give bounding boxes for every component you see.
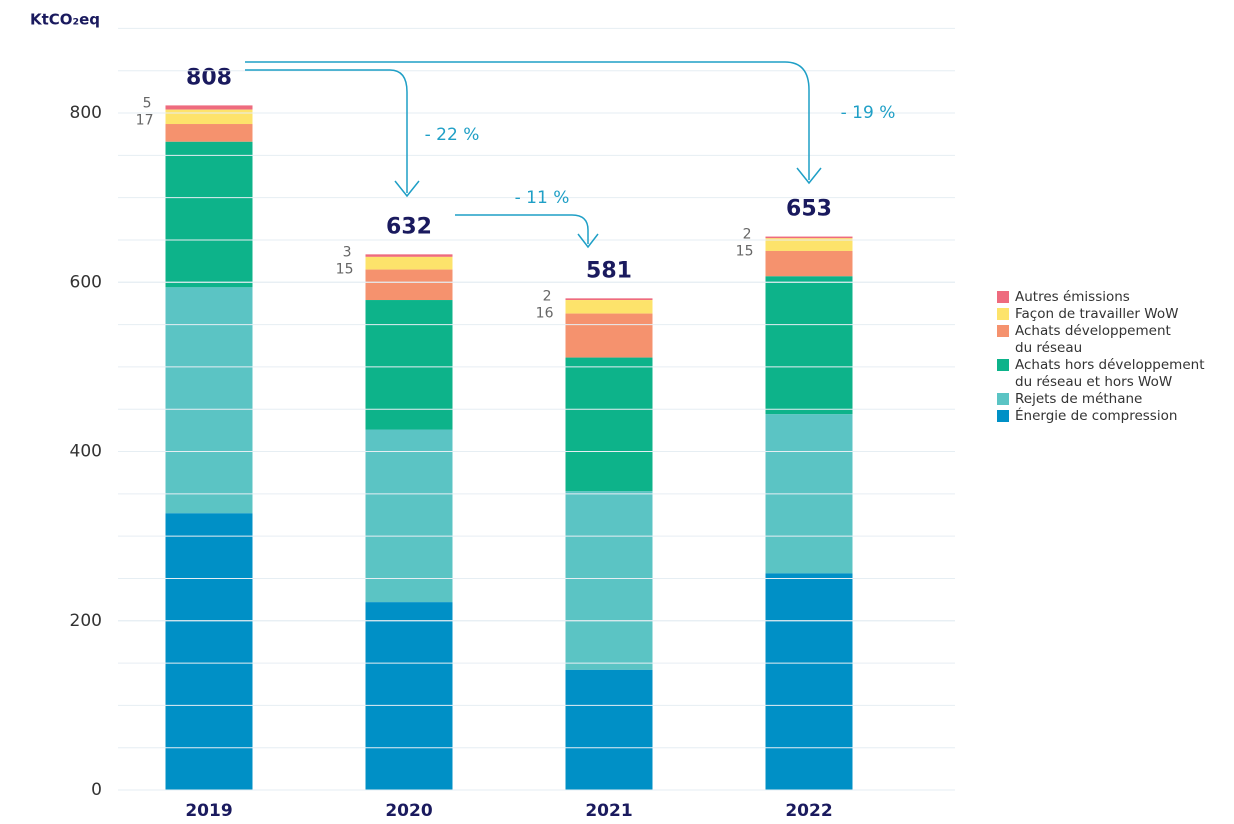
bar-segment — [165, 141, 253, 288]
annotation: - 11 % — [515, 188, 570, 208]
bar-segment — [365, 602, 453, 790]
legend-swatch — [997, 308, 1009, 320]
value-label: 2 — [743, 227, 752, 243]
value-label: 5 — [143, 95, 152, 111]
bar-segment — [765, 250, 853, 277]
annotation: - 19 % — [841, 103, 896, 123]
bar-segment — [565, 669, 653, 790]
bar-segment — [765, 236, 853, 239]
bar-segment — [365, 429, 453, 603]
legend-label: Façon de travailler WoW — [1015, 306, 1179, 322]
bar-segment — [165, 513, 253, 790]
bar-segment — [365, 300, 453, 430]
legend-swatch — [997, 393, 1009, 405]
x-tick-label: 2021 — [585, 801, 632, 821]
legend: Autres émissions Façon de travailler WoW A… — [997, 289, 1205, 425]
value-label: 2 — [543, 288, 552, 304]
legend-item: Énergie de compression — [997, 408, 1205, 425]
arrows — [245, 61, 822, 249]
total-label: 653 — [786, 197, 832, 222]
x-tick-label: 2019 — [185, 801, 232, 821]
legend-swatch — [997, 325, 1009, 337]
bar-segment — [365, 254, 453, 257]
total-label: 632 — [386, 214, 432, 239]
legend-item: Rejets de méthane — [997, 391, 1205, 408]
arrow — [455, 214, 599, 249]
legend-label: Autres émissions — [1015, 289, 1130, 305]
bar-segment — [565, 298, 653, 301]
bar-segment — [165, 105, 253, 110]
bar-segment — [165, 109, 253, 125]
legend-label: Achats développement du réseau — [1015, 323, 1171, 356]
arrow — [245, 61, 822, 185]
bar-segment — [565, 300, 653, 314]
value-label: 15 — [736, 244, 754, 260]
legend-item: Autres émissions — [997, 289, 1205, 306]
y-tick-label: 400 — [70, 442, 102, 462]
annotation: - 22 % — [425, 125, 480, 145]
bar-segment — [365, 269, 453, 301]
total-label: 581 — [586, 258, 632, 283]
bar-segment — [765, 238, 853, 251]
legend-item: Achats hors développement du réseau et h… — [997, 357, 1205, 391]
value-label: 17 — [136, 112, 154, 128]
y-tick-label: 800 — [70, 103, 102, 123]
y-tick-label: 0 — [91, 780, 102, 800]
value-label: 3 — [343, 244, 352, 260]
value-label: 16 — [536, 305, 554, 321]
bar-segment — [165, 287, 253, 514]
y-tick-label: 600 — [70, 272, 102, 292]
legend-label: Énergie de compression — [1015, 408, 1178, 424]
legend-swatch — [997, 410, 1009, 422]
y-tick-label: 200 — [70, 611, 102, 631]
legend-item: Achats développement du réseau — [997, 323, 1205, 357]
legend-swatch — [997, 291, 1009, 303]
bar-segment — [365, 256, 453, 270]
bar-segment — [565, 313, 653, 358]
legend-label: Achats hors développement du réseau et h… — [1015, 357, 1205, 390]
bar-segment — [765, 276, 853, 415]
legend-label: Rejets de méthane — [1015, 391, 1143, 407]
y-axis-label: KtCO₂eq — [30, 11, 100, 29]
arrow — [245, 69, 420, 198]
legend-item: Façon de travailler WoW — [997, 306, 1205, 323]
value-label: 15 — [336, 261, 354, 277]
legend-swatch — [997, 359, 1009, 371]
bar-segment — [165, 124, 253, 142]
x-tick-label: 2022 — [785, 801, 832, 821]
bar-segment — [565, 491, 653, 670]
bar-segment — [565, 357, 653, 492]
total-label: 808 — [186, 65, 232, 90]
x-tick-label: 2020 — [385, 801, 432, 821]
bar-segment — [765, 573, 853, 790]
